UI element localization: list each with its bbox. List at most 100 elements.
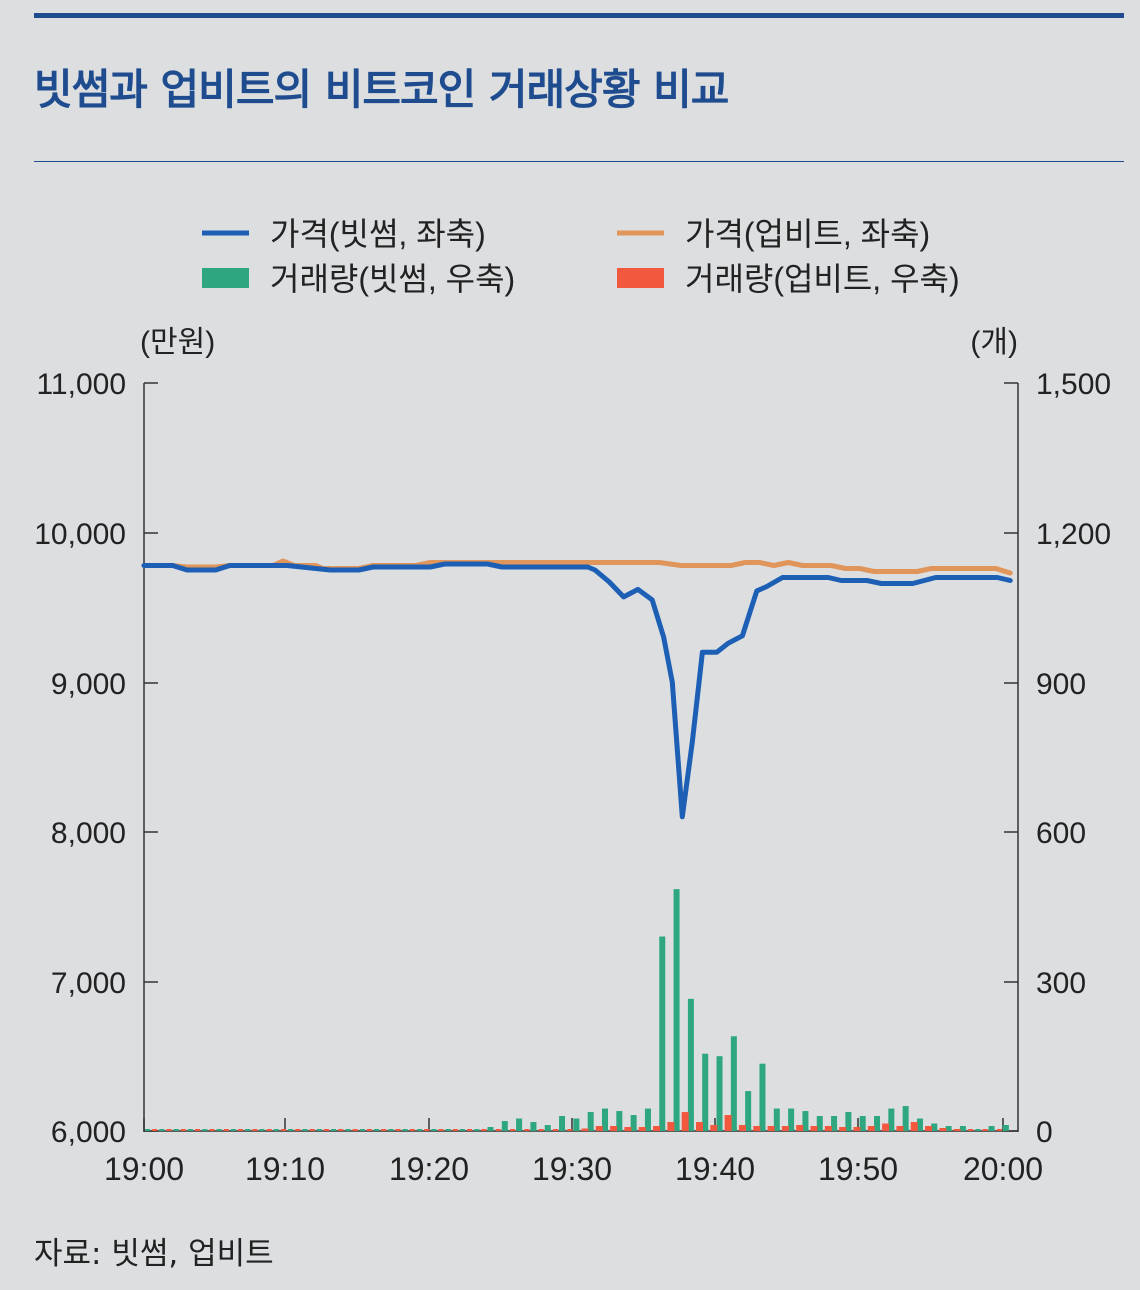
baseline-mark xyxy=(338,1129,344,1131)
baseline-mark xyxy=(281,1129,287,1131)
volume-bar-bithumb xyxy=(874,1116,881,1131)
volume-bar-bithumb xyxy=(730,1036,737,1131)
right-tick-label: 900 xyxy=(1036,668,1086,701)
baseline-mark xyxy=(431,1129,437,1131)
price-lines xyxy=(141,558,1013,820)
legend-label-price-bithumb: 가격(빗썸, 좌축) xyxy=(270,216,486,252)
volume-bar-bithumb xyxy=(802,1111,809,1131)
volume-bar-upbit xyxy=(595,1126,603,1131)
volume-bar-upbit xyxy=(710,1125,718,1131)
volume-bar-bithumb xyxy=(659,936,666,1131)
volume-bar-upbit xyxy=(695,1122,703,1131)
volume-bar-upbit xyxy=(724,1115,732,1131)
volume-bar-bithumb xyxy=(616,1111,623,1131)
baseline-mark xyxy=(452,1129,458,1131)
volume-bar-bithumb xyxy=(587,1112,594,1131)
volume-bar-bithumb xyxy=(745,1091,752,1131)
baseline-mark xyxy=(366,1129,372,1131)
baseline-mark xyxy=(202,1129,208,1131)
volume-bar-upbit xyxy=(738,1125,746,1131)
volume-bar-bithumb xyxy=(516,1118,523,1131)
baseline-mark xyxy=(302,1129,308,1131)
right-tick-label: 1,500 xyxy=(1036,368,1111,401)
volume-bar-upbit xyxy=(667,1122,675,1131)
volume-bar-upbit xyxy=(839,1127,847,1131)
baseline-mark xyxy=(309,1129,315,1131)
baseline-mark xyxy=(424,1129,430,1131)
volume-bar-upbit xyxy=(810,1126,818,1131)
right-tick-label: 600 xyxy=(1036,817,1086,850)
x-tick-label: 19:50 xyxy=(818,1151,898,1187)
baseline-mark xyxy=(259,1129,265,1131)
volume-bar-bithumb xyxy=(673,889,680,1131)
left-tick-label: 6,000 xyxy=(51,1116,126,1149)
baseline-mark xyxy=(238,1129,244,1131)
baseline-mark xyxy=(173,1129,179,1131)
volume-bar-upbit xyxy=(581,1128,589,1131)
volume-bar-bithumb xyxy=(687,998,694,1131)
volume-bar-upbit xyxy=(767,1126,775,1131)
volume-bar-bithumb xyxy=(859,1116,866,1131)
baseline-mark xyxy=(295,1129,301,1131)
baseline-mark xyxy=(467,1129,473,1131)
volume-bar-bithumb xyxy=(716,1056,723,1131)
baseline-mark xyxy=(445,1129,451,1131)
volume-bar-upbit xyxy=(867,1126,875,1131)
x-tick-label: 19:30 xyxy=(532,1151,612,1187)
right-axis-ticks: 0 300 600 900 1,200 1,500 xyxy=(1004,368,1111,1149)
right-tick-label: 0 xyxy=(1036,1116,1053,1149)
volume-bar-upbit xyxy=(638,1127,646,1131)
baseline-mark xyxy=(402,1129,408,1131)
baseline-mark xyxy=(975,1129,981,1131)
baseline-mark xyxy=(567,1129,573,1131)
volume-bar-upbit xyxy=(753,1126,761,1131)
baseline-mark xyxy=(152,1129,158,1131)
left-axis-ticks: 6,000 7,000 8,000 9,000 10,000 11,000 xyxy=(34,368,158,1149)
baseline-mark xyxy=(166,1129,172,1131)
legend: 가격(빗썸, 좌축) 가격(업비트, 좌축) 거래량(빗썸, 우축) 거래량(업… xyxy=(202,216,960,297)
volume-bar-bithumb xyxy=(816,1116,823,1131)
page-title: 빗썸과 업비트의 비트코인 거래상황 비교 xyxy=(34,65,729,114)
volume-bar-bithumb xyxy=(959,1126,966,1131)
baseline-mark xyxy=(409,1129,415,1131)
baseline-mark xyxy=(352,1129,358,1131)
baseline-mark xyxy=(495,1129,501,1131)
volume-bar-upbit xyxy=(853,1127,861,1131)
baseline-mark xyxy=(323,1129,329,1131)
baseline-mark xyxy=(252,1129,258,1131)
legend-label-price-upbit: 가격(업비트, 좌축) xyxy=(685,216,930,252)
volume-bar-upbit xyxy=(610,1126,618,1131)
volume-bar-bithumb xyxy=(759,1063,766,1131)
baseline-mark xyxy=(223,1129,229,1131)
x-tick-label: 19:00 xyxy=(104,1151,184,1187)
baseline-mark xyxy=(359,1129,365,1131)
chart: 가격(빗썸, 좌축) 가격(업비트, 좌축) 거래량(빗썸, 우축) 거래량(업… xyxy=(34,216,1111,1187)
baseline-mark xyxy=(145,1129,150,1131)
left-tick-label: 10,000 xyxy=(34,518,126,551)
volume-bar-upbit xyxy=(882,1123,890,1131)
x-tick-label: 19:20 xyxy=(389,1151,469,1187)
baseline-mark xyxy=(273,1129,279,1131)
x-tick-label: 19:40 xyxy=(675,1151,755,1187)
left-axis-unit-label: (만원) xyxy=(140,326,215,359)
source-note: 자료: 빗썸, 업비트 xyxy=(34,1236,274,1272)
volume-bar-bithumb xyxy=(501,1121,508,1131)
baseline-mark xyxy=(510,1129,516,1131)
baseline-mark xyxy=(266,1129,272,1131)
baseline-mark xyxy=(195,1129,201,1131)
volume-bar-bithumb xyxy=(945,1126,952,1131)
baseline-mark xyxy=(996,1129,1002,1131)
legend-label-volume-bithumb: 거래량(빗썸, 우축) xyxy=(270,261,515,297)
volume-bar-bithumb xyxy=(902,1106,909,1131)
baseline-mark xyxy=(395,1129,401,1131)
volume-bar-bithumb xyxy=(544,1125,551,1131)
baseline-mark xyxy=(968,1129,974,1131)
volume-bars xyxy=(145,889,1009,1131)
baseline-mark xyxy=(180,1129,186,1131)
baseline-mark xyxy=(474,1129,480,1131)
volume-bar-upbit xyxy=(781,1126,789,1131)
x-tick-label: 20:00 xyxy=(963,1151,1043,1187)
baseline-mark xyxy=(524,1129,530,1131)
volume-bar-bithumb xyxy=(888,1108,895,1131)
baseline-mark xyxy=(374,1129,380,1131)
